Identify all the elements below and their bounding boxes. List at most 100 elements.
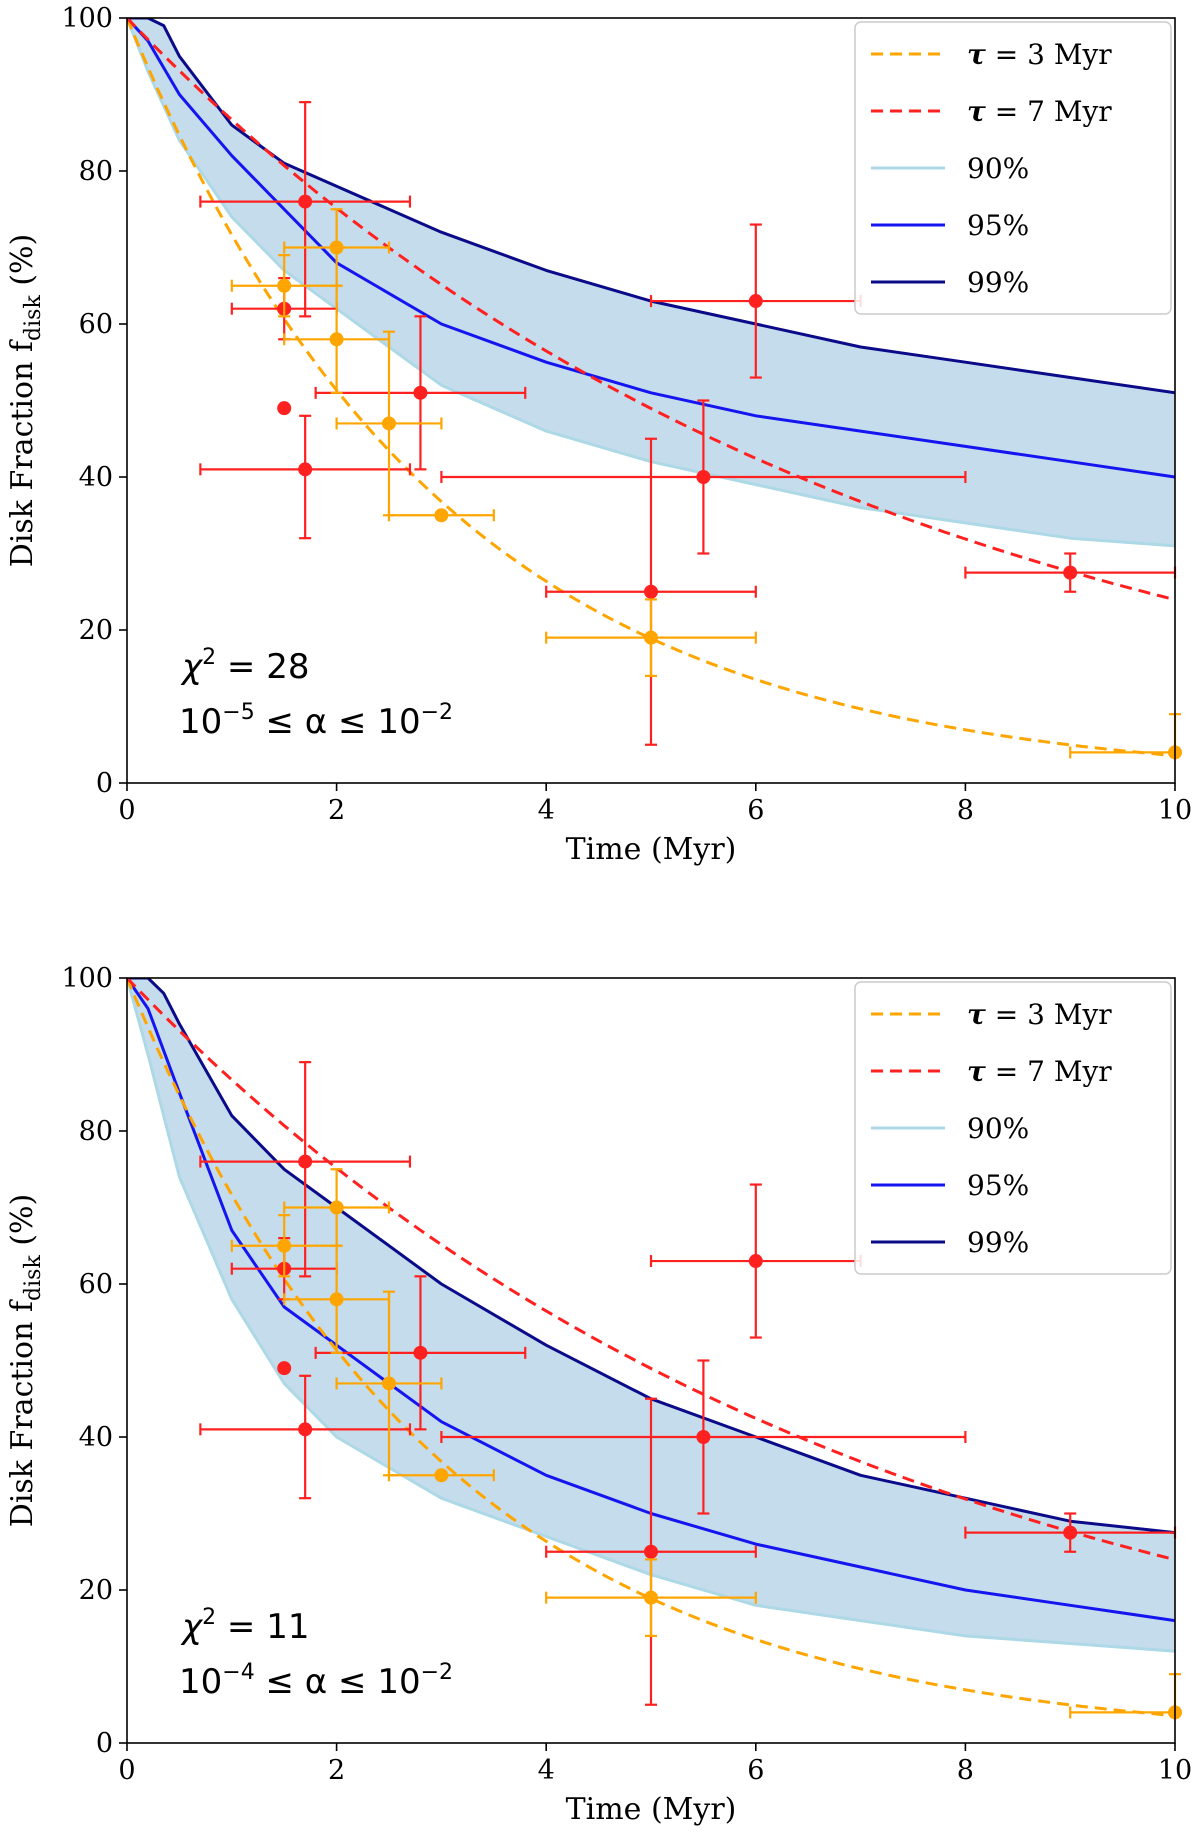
chi-symbol: χ — [180, 1607, 204, 1647]
legend-label: τ = 7 Myr — [967, 95, 1112, 128]
data-point — [314, 1275, 527, 1431]
x-tick-label: 4 — [538, 1755, 555, 1786]
series-line-90pct — [127, 978, 1175, 1653]
legend-item: τ = 7 Myr — [871, 1055, 1112, 1088]
legend-item: τ = 7 Myr — [871, 95, 1112, 128]
legend-text: 95% — [967, 209, 1029, 242]
series-line-95pct — [127, 978, 1175, 1623]
legend-symbol: τ — [967, 38, 986, 71]
data-points — [199, 1061, 1182, 1720]
legend-text: 90% — [967, 1112, 1029, 1145]
data-marker — [413, 1345, 428, 1360]
alpha-high-exponent: −2 — [421, 700, 453, 725]
axes-frame — [126, 977, 1176, 1744]
series-line-99pct — [127, 978, 1175, 1535]
legend-item: 99% — [871, 266, 1029, 299]
y-tick-label: 40 — [79, 462, 113, 493]
chi-exponent: 2 — [202, 645, 216, 670]
legend-item: 99% — [871, 1226, 1029, 1259]
alpha-range-annotation: 10−5 ≤ α ≤ 10−2 — [179, 700, 453, 742]
data-marker — [434, 508, 449, 523]
data-marker — [644, 584, 658, 599]
data-point — [964, 1512, 1177, 1553]
legend-symbol: τ — [967, 1055, 986, 1088]
y-label-main: Disk Fraction f — [5, 1299, 40, 1527]
y-axis-label: Disk Fraction fdisk (%) — [5, 1194, 46, 1527]
legend: τ = 3 Myr τ = 7 Myr 90% 95% 99% — [854, 21, 1172, 315]
series-line-95pct — [127, 18, 1175, 479]
y-tick-label: 80 — [79, 156, 113, 187]
chi-squared-annotation: χ2 = 28 — [180, 645, 310, 687]
data-marker — [644, 1590, 658, 1605]
y-label-tail: (%) — [5, 1194, 40, 1255]
y-tick-label: 60 — [79, 1269, 113, 1300]
legend-text: 90% — [967, 152, 1029, 185]
data-marker — [298, 1154, 313, 1169]
data-marker — [1063, 1525, 1078, 1540]
data-point — [199, 414, 412, 540]
y-tick-label: 0 — [96, 768, 113, 799]
data-point — [230, 1214, 338, 1278]
y-tick-label: 80 — [79, 1116, 113, 1147]
data-point — [440, 399, 967, 555]
legend-item: τ = 3 Myr — [871, 998, 1112, 1031]
x-tick-label: 0 — [118, 795, 135, 826]
chi-value: = 11 — [216, 1607, 309, 1647]
legend-label: 95% — [967, 209, 1029, 242]
x-tick-label: 10 — [1158, 795, 1192, 826]
data-point — [277, 1361, 292, 1376]
y-tick-label: 0 — [96, 1728, 113, 1759]
x-tick-label: 2 — [328, 795, 345, 826]
data-marker — [1063, 565, 1078, 580]
model-line-tau-7 — [127, 18, 1175, 602]
data-point — [545, 1397, 757, 1706]
legend-label: τ = 7 Myr — [967, 1055, 1112, 1088]
data-point — [1069, 713, 1182, 760]
x-tick-label: 10 — [1158, 1755, 1192, 1786]
data-point — [964, 552, 1177, 593]
x-tick-label: 6 — [747, 795, 764, 826]
x-tick-label: 4 — [538, 795, 555, 826]
chi-squared-annotation: χ2 = 11 — [180, 1605, 310, 1647]
x-tick-label: 8 — [957, 795, 974, 826]
y-label-tail: (%) — [5, 234, 40, 295]
alpha-low-base: 10 — [179, 1662, 222, 1702]
data-marker — [277, 401, 292, 416]
y-label-main: Disk Fraction f — [5, 339, 40, 567]
data-point — [277, 401, 292, 416]
data-marker — [329, 240, 344, 255]
chi-exponent: 2 — [202, 1605, 216, 1630]
data-points — [199, 101, 1182, 760]
data-marker — [298, 462, 313, 477]
data-point — [387, 508, 495, 523]
legend-label: 99% — [967, 1226, 1029, 1259]
legend-item: 90% — [871, 152, 1029, 185]
legend-text: 99% — [967, 1226, 1029, 1259]
y-tick-label: 20 — [79, 615, 113, 646]
data-marker — [434, 1468, 449, 1483]
data-point — [387, 1468, 495, 1483]
model-line-tau-7 — [127, 978, 1175, 1562]
chi-value: = 28 — [216, 647, 309, 687]
data-marker — [298, 1422, 313, 1437]
x-tick-label: 8 — [957, 1755, 974, 1786]
legend-box — [854, 21, 1172, 315]
legend-text: 99% — [967, 266, 1029, 299]
data-marker — [748, 1254, 763, 1269]
data-point — [230, 254, 338, 318]
legend-text: = 3 Myr — [986, 38, 1112, 71]
axes-frame — [126, 17, 1176, 784]
data-point — [1069, 1673, 1182, 1720]
model-line-tau-3 — [127, 978, 1175, 1718]
y-tick-label: 40 — [79, 1422, 113, 1453]
data-point — [199, 1374, 412, 1500]
x-tick-label: 2 — [328, 1755, 345, 1786]
data-marker — [696, 1430, 711, 1444]
x-axis-label: Time (Myr) — [566, 1792, 737, 1827]
data-point — [199, 1061, 412, 1278]
y-label-sub: disk — [21, 1255, 46, 1301]
y-tick-label: 100 — [61, 3, 113, 34]
legend-item: 95% — [871, 1169, 1029, 1202]
